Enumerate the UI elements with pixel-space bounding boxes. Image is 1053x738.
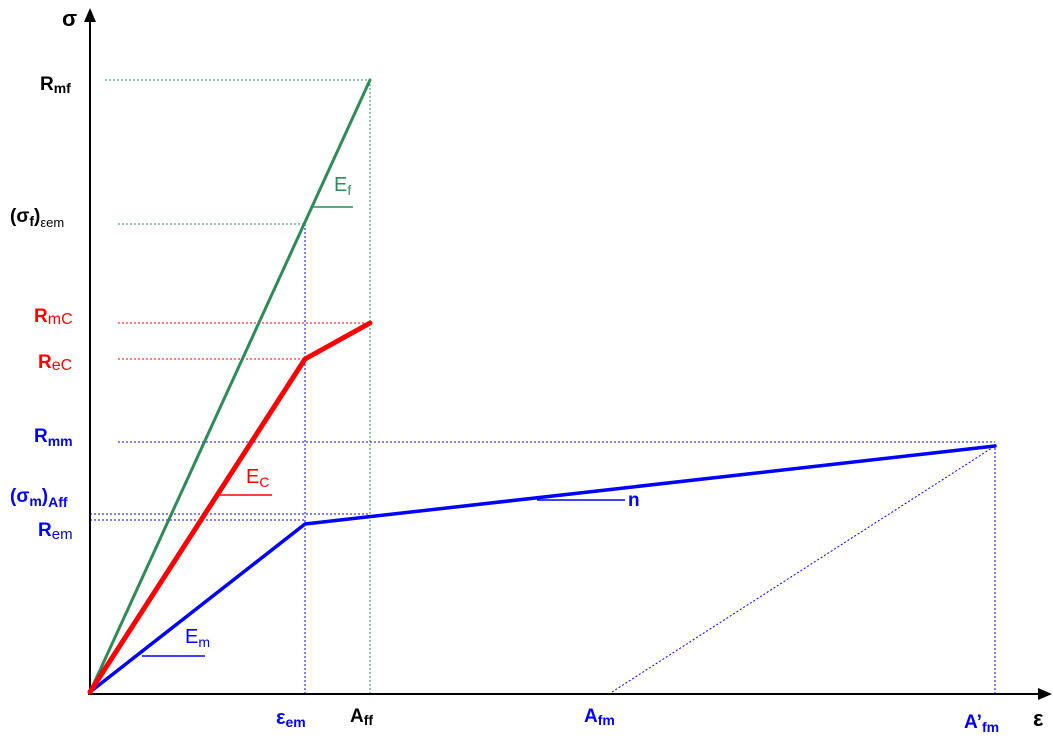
eem-label: εem: [276, 707, 306, 730]
sigma-m-label: (σm)Aff: [10, 486, 68, 510]
ec-label: EC: [246, 466, 269, 490]
rec-label: ReC: [38, 352, 72, 374]
x-axis-label: ε: [1033, 706, 1044, 731]
n-label: n: [628, 490, 640, 511]
aff-label: Aff: [350, 706, 373, 728]
ef-label: Ef: [334, 174, 351, 198]
curves: [90, 80, 995, 692]
slope-markers: [142, 207, 625, 656]
fiber-curve: [90, 80, 370, 692]
axes: [84, 8, 1052, 700]
y-axis-arrow: [84, 8, 96, 22]
rmf-label: Rmf: [40, 74, 71, 96]
em-label: Em: [185, 626, 210, 650]
afm-label: Afm: [584, 706, 615, 728]
y-axis-label: σ: [62, 6, 77, 31]
x-axis-arrow: [1038, 688, 1052, 700]
sigma-f-label: (σf)εem: [10, 206, 64, 230]
afm-prime-label: A’fm: [964, 712, 999, 735]
rmm-label: Rmm: [34, 426, 73, 449]
composite-curve: [90, 323, 370, 692]
guide-lines: [90, 80, 995, 694]
rmc-label: RmC: [34, 306, 73, 328]
rem-label: Rem: [38, 520, 73, 543]
